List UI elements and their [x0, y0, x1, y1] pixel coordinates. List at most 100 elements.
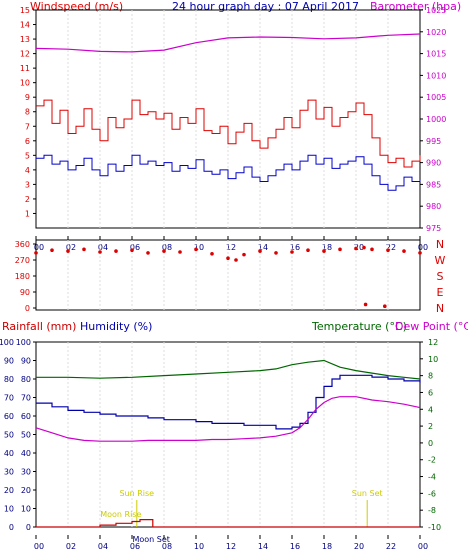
humidity-line	[36, 374, 421, 430]
rainfall-axis: 0 10 20 30 40 50 60 70 80 90 100	[0, 338, 14, 532]
humidity-tick-label: 10	[21, 505, 31, 514]
wind-tick-label: 11	[20, 64, 30, 73]
climate-x-grid	[67, 342, 389, 527]
rainfall-title-label: Rainfall (mm)	[2, 320, 76, 333]
x-tick-label: 12	[226, 542, 236, 551]
temperature-tick-label: 2	[428, 422, 433, 431]
wind-tick-label: 2	[25, 195, 30, 204]
temperature-tick-label: 6	[428, 388, 433, 397]
humidity-tick-label: 30	[21, 468, 31, 477]
humidity-tick-label: 80	[21, 375, 31, 384]
temperature-tick-label: 4	[428, 405, 433, 414]
direction-point	[274, 251, 278, 255]
wind-tick-label: 9	[25, 93, 30, 102]
barometer-tick-label: 990	[426, 159, 441, 168]
climate-x-axis: 00 02 04 06 08 10 12 14 16 18 20 22 00	[34, 535, 428, 551]
direction-point	[130, 248, 134, 253]
direction-point	[383, 304, 387, 309]
temperature-axis: -10 -8 -6 -4 -2 0 2 4 6 8 10 12	[420, 338, 441, 532]
wind-tick-label: 15	[20, 6, 30, 15]
barometer-tick-label: 985	[426, 180, 441, 189]
wind-tick-label: 12	[20, 50, 30, 59]
humidity-axis: 0 10 20 30 40 50 60 70 80 90 100	[16, 338, 36, 532]
rainfall-tick-label: 70	[4, 394, 14, 403]
humidity-tick-label: 0	[26, 523, 31, 532]
direction-point	[226, 256, 230, 261]
direction-point	[386, 248, 390, 253]
direction-point	[258, 249, 262, 253]
x-tick-label: 16	[290, 243, 300, 252]
direction-tick-label: 360	[15, 240, 30, 249]
wind-title-label: Windspeed (m/s)	[30, 0, 123, 13]
direction-point	[242, 252, 246, 257]
humidity-tick-label: 60	[21, 412, 31, 421]
rainfall-tick-label: 30	[4, 468, 14, 477]
direction-point	[146, 251, 150, 255]
x-tick-label: 18	[322, 542, 332, 551]
direction-point	[210, 251, 214, 256]
direction-tick-label: 90	[20, 288, 30, 297]
x-tick-label: 00	[418, 243, 428, 252]
dewpoint-title-label: Dew Point (°C)	[395, 320, 468, 333]
x-tick-label: 06	[130, 542, 140, 551]
humidity-tick-label: 20	[21, 486, 31, 495]
annotation-label: Moon Set	[132, 535, 169, 544]
direction-point	[82, 247, 86, 252]
barometer-tick-label: 1005	[426, 93, 446, 102]
wind-tick-label: 14	[20, 21, 30, 30]
temperature-tick-label: -2	[428, 456, 436, 465]
compass-label: N	[436, 302, 444, 315]
x-tick-label: 20	[354, 542, 364, 551]
wind-tick-label: 7	[25, 122, 30, 131]
barometer-tick-label: 1020	[426, 28, 446, 37]
x-tick-label: 04	[98, 542, 108, 551]
annotation-label: Sun Set	[352, 489, 383, 498]
barometer-tick-label: 995	[426, 137, 441, 146]
x-tick-label: 10	[194, 243, 204, 252]
direction-point	[363, 302, 368, 307]
wind-tick-label: 6	[25, 137, 30, 146]
direction-point	[290, 250, 294, 254]
rainfall-tick-label: 100	[0, 338, 14, 347]
x-tick-label: 00	[418, 542, 428, 551]
humidity-tick-label: 50	[21, 431, 31, 440]
x-tick-label: 02	[66, 542, 76, 551]
direction-point	[114, 249, 118, 253]
sun-moon-annotations: Sun Rise Moon Rise Moon Set Sun Set	[100, 489, 382, 544]
direction-point	[234, 258, 238, 262]
direction-point	[362, 245, 366, 250]
wind-x-axis: 00 02 04 06 08 10 12 14 16 18 20 22 00	[34, 236, 428, 252]
wind-tick-label: 3	[25, 180, 30, 189]
wind-tick-label: 5	[25, 151, 30, 160]
barometer-tick-label: 1010	[426, 71, 446, 80]
direction-point	[338, 247, 342, 252]
x-tick-label: 14	[258, 542, 268, 551]
barometer-title-label: Barometer (hpa)	[370, 0, 461, 13]
temperature-tick-label: -4	[428, 473, 436, 482]
temperature-line	[36, 359, 421, 380]
wind-tick-label: 10	[20, 79, 30, 88]
direction-point	[402, 249, 406, 253]
direction-point	[178, 250, 182, 254]
direction-left-axis: 0 90 180 270 360	[15, 240, 36, 313]
barometer-tick-label: 1015	[426, 50, 446, 59]
direction-point	[194, 247, 198, 252]
x-tick-label: 22	[386, 542, 396, 551]
rainfall-tick-label: 90	[4, 357, 14, 366]
direction-point	[98, 250, 102, 254]
direction-tick-label: 180	[15, 272, 30, 281]
direction-point	[354, 246, 358, 251]
direction-point	[418, 251, 422, 255]
x-tick-label: 22	[386, 243, 396, 252]
x-tick-label: 02	[66, 243, 76, 252]
x-tick-label: 12	[226, 243, 236, 252]
humidity-title-label: Humidity (%)	[80, 320, 152, 333]
humidity-tick-label: 70	[21, 394, 31, 403]
direction-point	[306, 248, 310, 253]
x-tick-label: 00	[34, 243, 44, 252]
barometer-tick-label: 1025	[426, 6, 446, 15]
compass-label: S	[437, 270, 444, 283]
compass-label: W	[435, 254, 446, 267]
